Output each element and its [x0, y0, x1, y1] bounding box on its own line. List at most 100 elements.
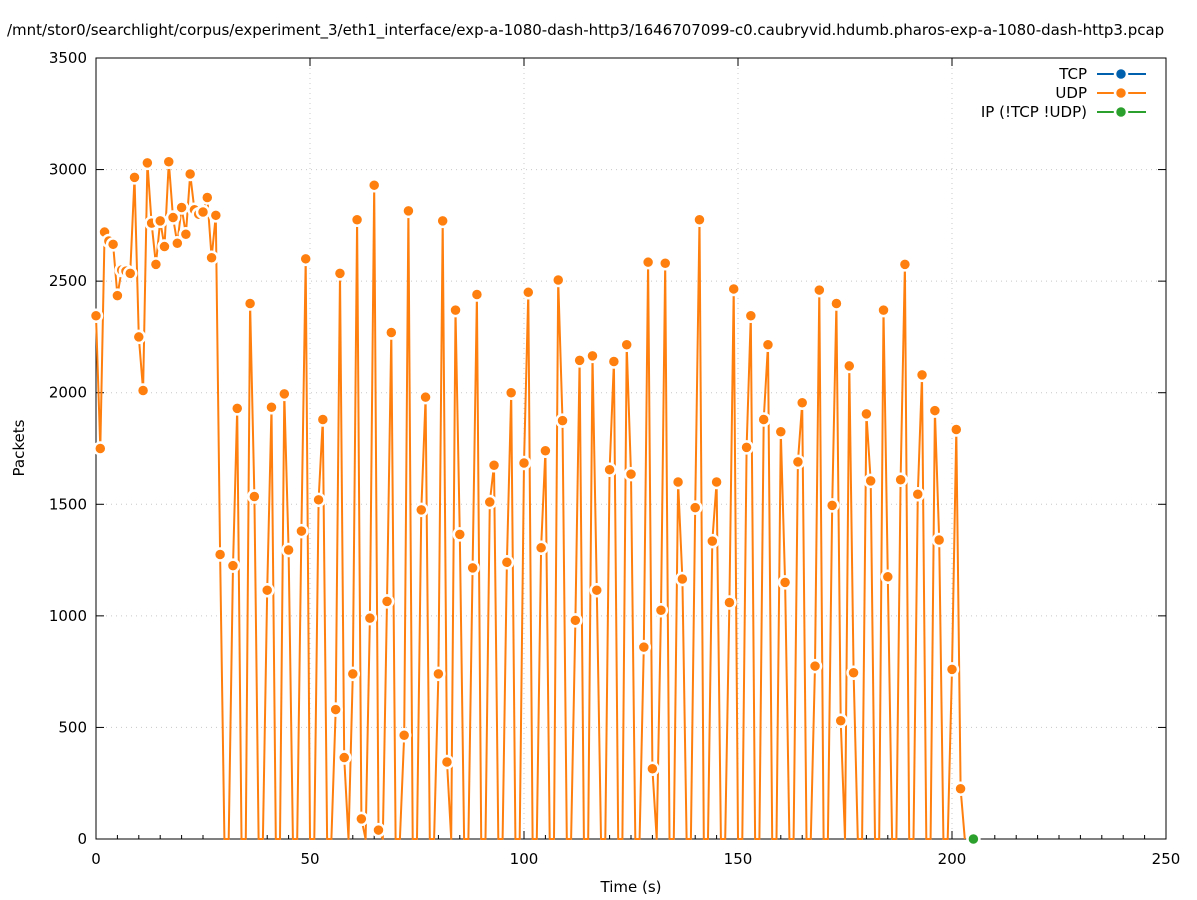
data-point — [760, 337, 776, 352]
data-point — [204, 250, 219, 265]
data-point — [452, 527, 468, 542]
data-point — [568, 613, 583, 628]
data-point — [371, 822, 386, 838]
legend-entry: TCP — [1058, 65, 1146, 83]
data-point — [396, 727, 412, 743]
data-point — [148, 257, 164, 272]
y-tick-label: 3500 — [49, 49, 87, 67]
legend-entry: IP (!TCP !UDP) — [981, 103, 1146, 121]
data-point — [640, 254, 656, 270]
data-point — [127, 170, 142, 185]
x-tick-label: 200 — [938, 850, 967, 868]
y-tick-label: 2000 — [49, 384, 87, 402]
data-point — [384, 325, 399, 340]
data-point — [790, 454, 806, 470]
data-point — [756, 412, 771, 427]
data-point — [435, 213, 450, 229]
data-point — [140, 155, 155, 171]
data-point — [439, 754, 455, 770]
y-axis-label: Packets — [10, 419, 28, 476]
data-point — [726, 281, 741, 297]
data-point — [777, 575, 793, 590]
data-point — [876, 302, 891, 318]
data-point — [349, 212, 365, 228]
data-point — [863, 473, 878, 489]
axis-ticks: 0 50 100 150 200 2500500100015002000250030003… — [49, 49, 1181, 868]
data-point — [229, 401, 245, 416]
data-point — [362, 610, 378, 626]
data-point — [165, 210, 181, 225]
legend-label: TCP — [1058, 65, 1087, 83]
y-tick-label: 1500 — [49, 495, 87, 513]
data-point — [212, 547, 228, 562]
x-tick-label: 50 — [300, 850, 319, 868]
x-tick-label: 250 — [1152, 850, 1181, 868]
data-point — [486, 457, 502, 473]
series — [966, 831, 981, 847]
data-point — [110, 288, 125, 303]
data-point — [247, 489, 262, 504]
legend-entry: UDP — [1055, 84, 1146, 102]
data-point — [469, 287, 485, 302]
data-point — [636, 639, 652, 655]
data-point — [152, 213, 168, 229]
data-point — [465, 560, 480, 576]
data-point — [657, 256, 673, 271]
legend-marker — [1113, 66, 1129, 82]
data-point — [824, 498, 840, 513]
data-point — [927, 403, 943, 418]
data-point — [516, 455, 532, 471]
data-point — [208, 208, 224, 223]
data-point — [910, 486, 926, 502]
y-tick-label: 500 — [58, 718, 87, 736]
data-point — [833, 713, 848, 728]
data-point — [739, 440, 754, 455]
chart-title: /mnt/stor0/searchlight/corpus/experiment… — [7, 21, 1164, 40]
data-point — [533, 540, 549, 556]
data-point — [482, 494, 498, 510]
data-point — [281, 542, 296, 558]
data-point — [859, 406, 874, 422]
data-point — [195, 204, 211, 220]
data-point — [332, 266, 348, 281]
data-point — [880, 569, 896, 585]
data-point — [709, 474, 724, 490]
data-point — [122, 266, 138, 281]
data-point — [807, 658, 823, 674]
data-point — [931, 532, 947, 548]
data-point — [893, 472, 908, 487]
data-point — [966, 831, 981, 847]
data-point — [345, 666, 361, 682]
y-tick-label: 2500 — [49, 272, 87, 290]
data-point — [200, 190, 215, 205]
data-point — [944, 662, 960, 677]
data-point — [93, 441, 108, 456]
data-point — [431, 666, 446, 682]
data-point — [448, 302, 463, 318]
data-point — [88, 308, 104, 323]
legend-label: IP (!TCP !UDP) — [981, 103, 1087, 121]
data-point — [178, 227, 194, 242]
data-point — [687, 500, 703, 515]
y-tick-label: 0 — [77, 830, 87, 848]
data-point — [311, 492, 326, 508]
data-point — [401, 203, 416, 219]
x-axis-label: Time (s) — [600, 878, 662, 896]
data-point — [105, 237, 121, 252]
data-point — [135, 383, 151, 398]
data-point — [418, 389, 433, 405]
data-point — [589, 582, 605, 598]
data-point — [670, 474, 686, 490]
data-point — [842, 358, 857, 374]
data-point — [259, 582, 275, 598]
legend-marker — [1113, 85, 1129, 101]
data-point — [499, 555, 515, 570]
data-point — [623, 466, 639, 482]
data-point — [182, 166, 198, 182]
data-point — [619, 337, 634, 352]
data-point — [722, 595, 737, 610]
data-point — [157, 239, 172, 254]
data-point — [743, 308, 759, 323]
data-point — [366, 177, 382, 193]
